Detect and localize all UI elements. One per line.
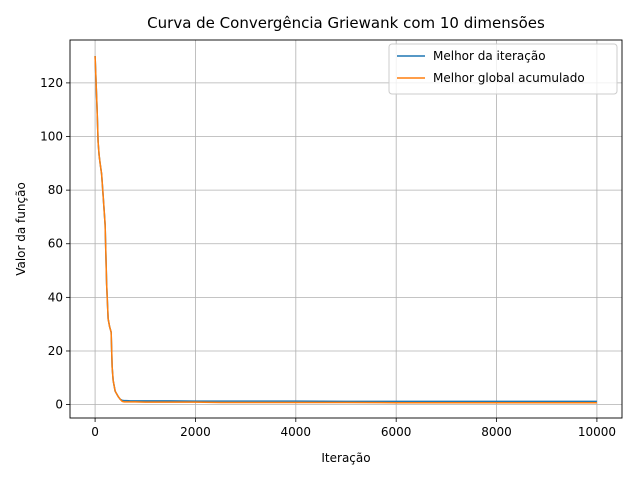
y-tick-label: 60: [48, 237, 63, 251]
x-tick-label: 6000: [381, 425, 412, 439]
legend: Melhor da iteração Melhor global acumulad…: [388, 43, 618, 95]
y-tick-label: 20: [48, 344, 63, 358]
legend-label: Melhor global acumulado: [433, 71, 585, 85]
y-tick-label: 0: [55, 398, 63, 412]
series-lines: [94, 56, 597, 404]
x-tick-label: 4000: [281, 425, 312, 439]
y-tick-label: 40: [48, 290, 63, 304]
chart-title: Curva de Convergência Griewank com 10 di…: [147, 14, 545, 32]
y-axis-ticks: 0 20 40 60 80 100 120: [40, 76, 70, 412]
x-tick-label: 8000: [481, 425, 512, 439]
series-line-2: [94, 56, 597, 404]
plot-frame: [69, 39, 623, 419]
y-tick-label: 100: [40, 130, 63, 144]
legend-box: [388, 43, 618, 95]
y-axis-label: Valor da função: [14, 182, 28, 276]
legend-label: Melhor da iteração: [433, 49, 546, 63]
y-tick-label: 80: [48, 183, 63, 197]
x-tick-label: 0: [91, 425, 99, 439]
x-tick-label: 2000: [180, 425, 211, 439]
x-axis-ticks: 0 2000 4000 6000 8000 10000: [91, 418, 616, 439]
grid-lines: [70, 40, 622, 418]
y-tick-label: 120: [40, 76, 63, 90]
x-tick-label: 10000: [578, 425, 616, 439]
x-axis-label: Iteração: [321, 451, 370, 465]
